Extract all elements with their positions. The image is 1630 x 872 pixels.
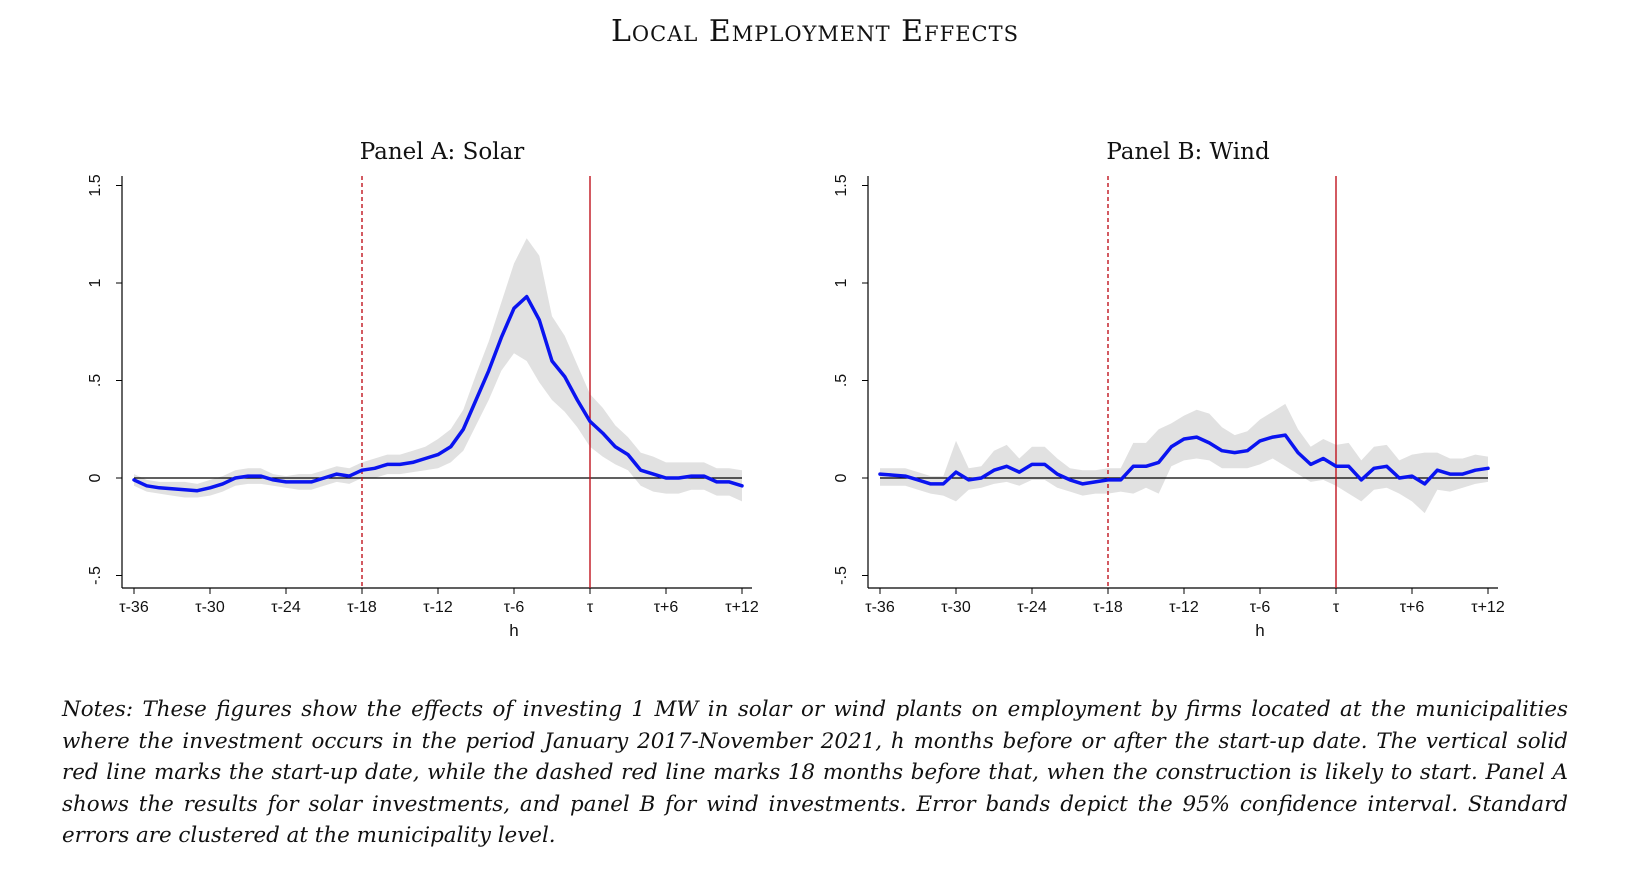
panel-a-title: Panel A: Solar — [360, 139, 525, 165]
panel-b-title: Panel B: Wind — [1106, 139, 1270, 165]
panel-b-x-tick-label: τ+6 — [1400, 599, 1425, 616]
panel-a-chart: Panel A: Solar -.5 0 .5 1 1.5 τ-36 τ-30 τ-24 τ-1… — [87, 139, 759, 640]
panel-b-estimate-line — [878, 433, 1490, 486]
figure-title: Local Employment Effects — [611, 14, 1019, 49]
panel-b-x-tick-label: τ-36 — [865, 599, 895, 616]
panel-b-x-tick-label: τ-6 — [1250, 599, 1271, 616]
panel-a-x-tick-label: τ-6 — [504, 599, 525, 616]
panel-b-y-tick-label: 0 — [833, 473, 850, 482]
panel-b-y-tick-label: 1.5 — [833, 174, 850, 196]
panel-b-confidence-band — [880, 403, 1488, 514]
panel-b-plot-area: -.5 0 .5 1 1.5 τ-36 τ-30 τ-24 τ-18 τ-12 τ-6 τ τ+6 τ+1… — [833, 174, 1505, 640]
panel-a-y-tick-label: -.5 — [87, 566, 104, 585]
panel-a-x-tick-label: τ+12 — [725, 599, 759, 616]
panel-b-x-tick-label: τ-12 — [1169, 599, 1199, 616]
panel-a-x-tick-label: τ-24 — [271, 599, 301, 616]
panel-a-x-tick-label: τ-30 — [195, 599, 225, 616]
panel-b-y-tick-label: .5 — [833, 374, 850, 387]
panel-b-x-axis-title: h — [1255, 621, 1264, 640]
panel-a-y-tick-label: 0 — [87, 473, 104, 482]
panel-b-x-tick-label: τ-24 — [1017, 599, 1047, 616]
panel-a-x-tick-label: τ — [587, 599, 594, 616]
panel-a-plot-area: -.5 0 .5 1 1.5 τ-36 τ-30 τ-24 τ-18 τ-12 τ-6 τ τ+6 τ+1… — [87, 174, 759, 640]
panel-b-y-tick-label: -.5 — [833, 566, 850, 585]
panel-b-x-tick-label: τ — [1333, 599, 1340, 616]
panel-b-y-tick-label: 1 — [833, 278, 850, 287]
panel-a-y-tick-label: .5 — [87, 374, 104, 387]
panel-a-x-tick-label: τ-18 — [347, 599, 377, 616]
panel-a-x-tick-label: τ+6 — [654, 599, 679, 616]
panel-a-x-axis-title: h — [509, 621, 518, 640]
panel-a-estimate-line — [132, 294, 744, 493]
panel-b-x-tick-label: τ-30 — [941, 599, 971, 616]
panel-b-x-tick-label: τ-18 — [1093, 599, 1123, 616]
panel-a-y-tick-label: 1 — [87, 278, 104, 287]
panel-a-x-tick-label: τ-12 — [423, 599, 453, 616]
figure-notes: Notes: These figures show the effects of… — [62, 697, 1568, 848]
panel-b-x-tick-label: τ+12 — [1471, 599, 1505, 616]
panel-a-y-tick-label: 1.5 — [87, 174, 104, 196]
panel-a-confidence-band — [134, 238, 742, 502]
panel-b-chart: Panel B: Wind -.5 0 .5 1 1.5 τ-36 τ-30 τ-24 τ-18… — [833, 139, 1505, 640]
panel-a-x-tick-label: τ-36 — [119, 599, 149, 616]
